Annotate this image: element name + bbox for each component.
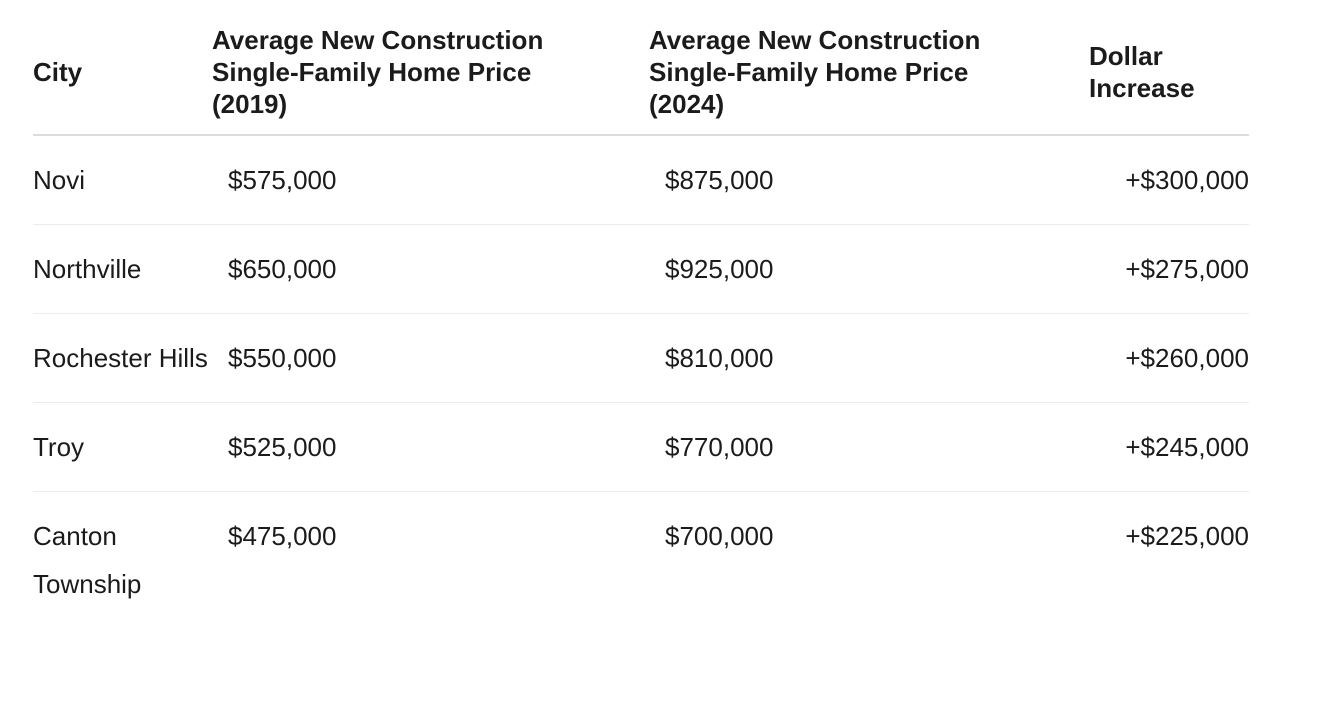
cell-price-2019: $575,000 [212, 135, 649, 225]
table-row: Novi $575,000 $875,000 +$300,000 [33, 135, 1249, 225]
cell-city: Troy [33, 402, 212, 492]
cell-increase: +$275,000 [1089, 224, 1249, 314]
table-row: Troy $525,000 $770,000 +$245,000 [33, 402, 1249, 492]
cell-price-2024: $810,000 [649, 313, 1089, 403]
cell-price-2019: $525,000 [212, 402, 649, 492]
cell-city: Northville [33, 224, 212, 314]
table-row: Canton Township $475,000 $700,000 +$225,… [33, 492, 1249, 629]
cell-price-2024: $700,000 [665, 521, 774, 551]
cell-price-2019: $550,000 [212, 313, 649, 403]
header-price-2024: Average New Construction Single-Family H… [649, 22, 1089, 136]
cell-price-2019: $475,000 [228, 521, 337, 551]
cell-city: Rochester Hills [33, 313, 212, 403]
cell-price-2024: $875,000 [649, 135, 1089, 225]
table-row: Northville $650,000 $925,000 +$275,000 [33, 224, 1249, 314]
cell-increase: +$300,000 [1089, 135, 1249, 225]
cell-city: Canton Township [33, 521, 142, 599]
cell-increase: +$225,000 [1125, 521, 1249, 551]
cell-city: Novi [33, 135, 212, 225]
cell-increase: +$245,000 [1089, 402, 1249, 492]
cell-price-2019: $650,000 [212, 224, 649, 314]
header-price-2019: Average New Construction Single-Family H… [212, 22, 649, 136]
header-row: City Average New Construction Single-Fam… [33, 22, 1249, 136]
table-row: Rochester Hills $550,000 $810,000 +$260,… [33, 313, 1249, 403]
cell-price-2024: $770,000 [649, 402, 1089, 492]
table-header: City Average New Construction Single-Fam… [33, 22, 1249, 136]
cell-price-2024: $925,000 [649, 224, 1089, 314]
table-body: Novi $575,000 $875,000 +$300,000 Northvi… [33, 135, 1249, 628]
header-dollar-increase: Dollar Increase [1089, 22, 1249, 136]
price-comparison-table: City Average New Construction Single-Fam… [33, 22, 1249, 628]
cell-increase: +$260,000 [1089, 313, 1249, 403]
header-city: City [33, 22, 212, 136]
price-table-container: City Average New Construction Single-Fam… [33, 22, 1249, 628]
